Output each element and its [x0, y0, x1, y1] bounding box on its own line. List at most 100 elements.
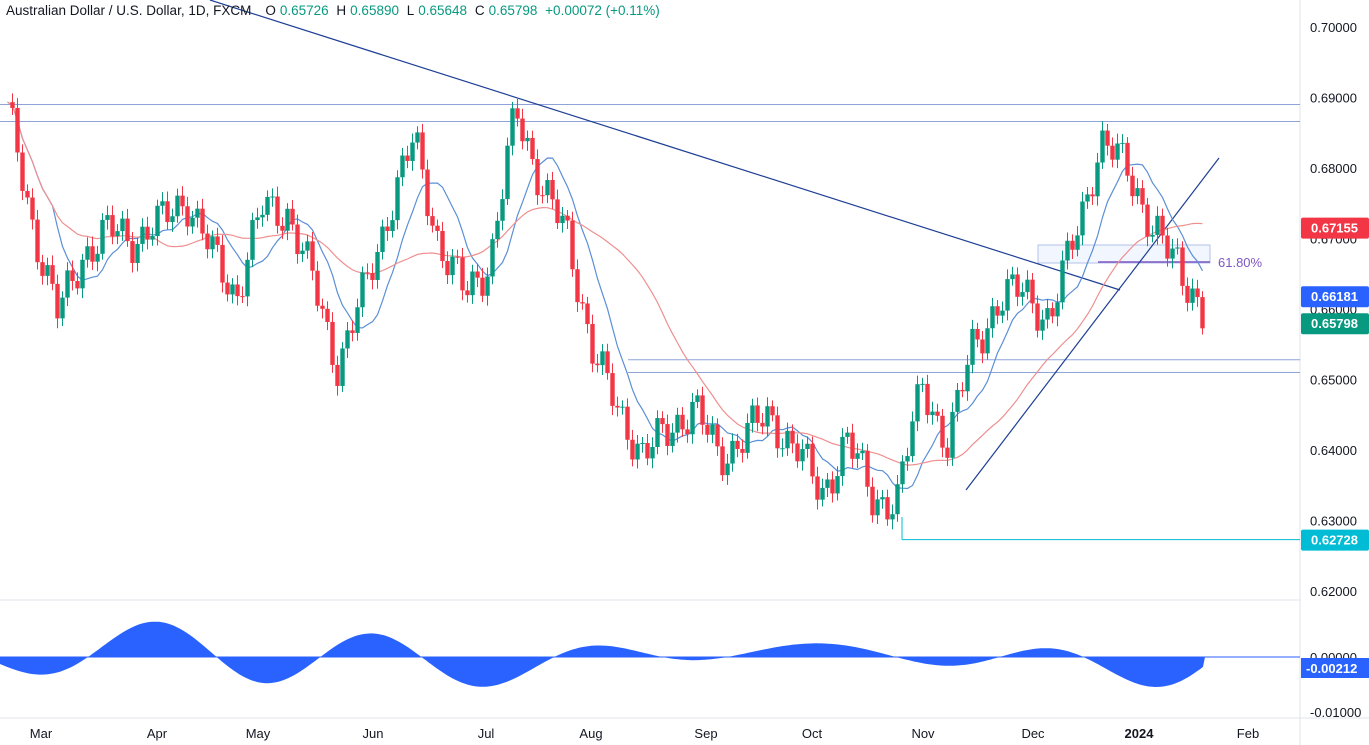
horizontal-levels[interactable]: [0, 104, 1300, 541]
candle-body: [1040, 319, 1045, 331]
candle-body: [415, 132, 420, 143]
trendlines[interactable]: [209, 0, 1220, 491]
candle-body: [990, 306, 995, 329]
candle-body: [1000, 310, 1005, 316]
candle-body: [810, 443, 815, 477]
candle-body: [500, 199, 505, 221]
candle-body: [465, 290, 470, 296]
candle-body: [970, 328, 975, 365]
candle-body: [425, 169, 430, 217]
price-tick: 0.63000: [1310, 514, 1357, 529]
candle-body: [675, 414, 680, 433]
candle-body: [1050, 308, 1055, 317]
candle-body: [945, 447, 950, 458]
candle-body: [700, 395, 705, 425]
candle-body: [195, 208, 200, 218]
candle-body: [1080, 201, 1085, 236]
candle-body: [375, 252, 380, 280]
candle-body: [935, 411, 940, 416]
candle-body: [680, 414, 685, 430]
candle-body: [545, 180, 550, 196]
candle-body: [695, 395, 700, 402]
candle-body: [275, 196, 280, 226]
candle-body: [685, 429, 690, 435]
price-badge: [1301, 286, 1369, 308]
candle-body: [1170, 248, 1175, 259]
candle-body: [540, 195, 545, 197]
candle-body: [225, 282, 230, 295]
candle-body: [260, 214, 265, 218]
time-tick: Nov: [911, 726, 935, 741]
candle-body: [720, 446, 725, 476]
candle-body: [490, 239, 495, 277]
candle-body: [400, 155, 405, 178]
high-value: 0.65890: [350, 3, 399, 18]
candle-body: [530, 137, 535, 160]
candle-body: [830, 479, 835, 494]
sma-slow-line: [7, 101, 1203, 466]
candle-body: [800, 449, 805, 462]
candle-body: [340, 348, 345, 386]
price-badge-label: 0.62728: [1311, 533, 1358, 548]
candle-body: [765, 406, 770, 427]
candle-body: [380, 226, 385, 253]
price-tick: 0.69000: [1310, 91, 1357, 106]
candle-body: [795, 443, 800, 462]
candle-body: [360, 272, 365, 308]
candle-body: [950, 411, 955, 458]
candle-body: [1185, 285, 1190, 303]
time-axis[interactable]: Mar Apr May Jun Jul Aug Sep Oct Nov Dec 2024 Feb: [30, 726, 1259, 741]
oscillator-axis[interactable]: 0.00000-0.01000-0.00212: [1301, 650, 1369, 720]
fib-618-label: 61.80%: [1218, 255, 1263, 270]
candle-body: [305, 241, 310, 251]
candle-body: [55, 283, 60, 319]
candle-body: [710, 424, 715, 435]
price-axis[interactable]: 0.700000.690000.680000.670000.660000.650…: [1310, 20, 1357, 599]
candle-body: [510, 108, 515, 146]
candle-body: [855, 453, 860, 459]
candle-body: [175, 195, 180, 217]
candle-body: [525, 137, 530, 142]
candle-body: [10, 102, 15, 108]
candle-body: [975, 328, 980, 340]
price-badge-label: 0.67155: [1311, 221, 1358, 236]
candle-body: [550, 180, 555, 200]
candle-body: [85, 246, 90, 260]
candle-body: [335, 364, 340, 386]
candle-body: [180, 195, 185, 207]
candle-body: [715, 424, 720, 447]
candle-body: [1175, 247, 1180, 249]
candle-body: [1155, 215, 1160, 235]
candle-body: [220, 244, 225, 283]
candle-body: [140, 226, 145, 244]
candle-body: [280, 225, 285, 231]
candle-body: [585, 303, 590, 325]
candle-body: [1130, 175, 1135, 197]
candle-body: [130, 241, 135, 263]
candle-body: [880, 497, 885, 500]
time-tick: May: [246, 726, 271, 741]
candle-body: [650, 446, 655, 459]
time-tick: Oct: [802, 726, 823, 741]
candle-body: [155, 205, 160, 237]
candle-body: [885, 497, 890, 520]
candle-body: [745, 422, 750, 453]
candle-body: [520, 118, 525, 142]
candle-body: [605, 351, 610, 374]
open-value: 0.65726: [279, 3, 329, 18]
candle-body: [110, 215, 115, 237]
candle-body: [410, 142, 415, 161]
price-badge: [1301, 313, 1369, 335]
candle-body: [995, 306, 1000, 316]
candle-body: [245, 259, 250, 297]
candle-body: [1010, 274, 1015, 280]
candle-body: [455, 256, 460, 258]
candle-body: [60, 297, 65, 319]
candle-body: [1045, 308, 1050, 320]
candle-body: [1015, 274, 1020, 297]
price-tick: 0.64000: [1310, 443, 1357, 458]
candle-body: [925, 383, 930, 416]
candle-body: [770, 406, 775, 416]
close-value: 0.65798: [488, 3, 538, 18]
